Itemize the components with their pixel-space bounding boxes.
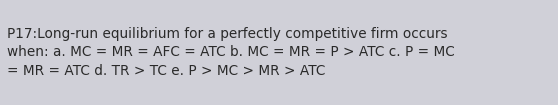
Text: P17:Long-run equilibrium for a perfectly competitive firm occurs
when: a. MC = M: P17:Long-run equilibrium for a perfectly… (7, 27, 454, 78)
